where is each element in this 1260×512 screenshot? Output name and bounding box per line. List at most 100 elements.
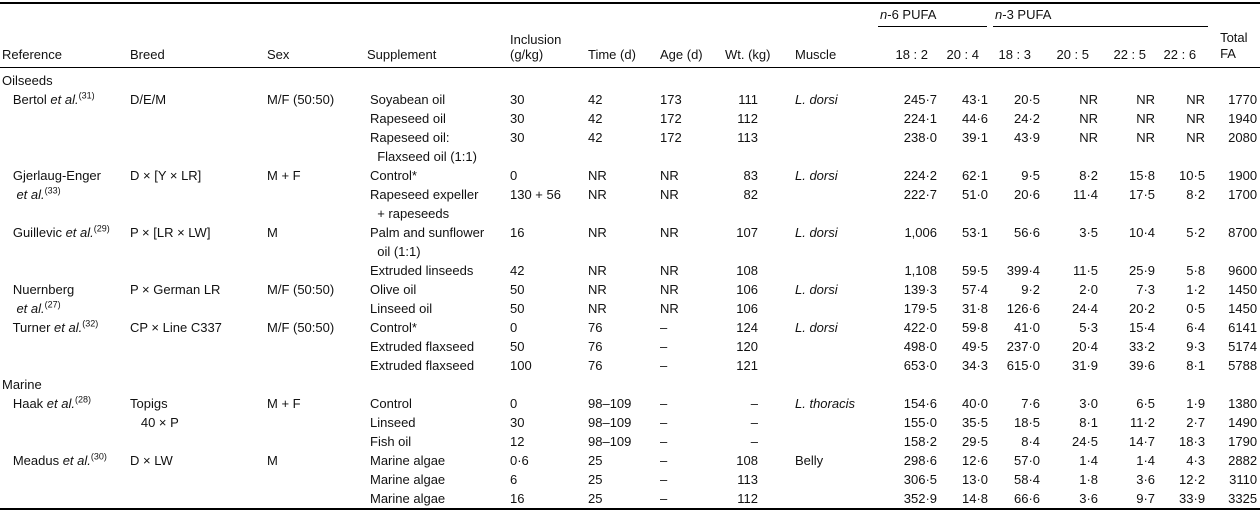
cell-20-5: 8·1	[1079, 414, 1099, 430]
table-row: Rapeseed oil: 30 42 172 113 238·0 39·1 43·9 NR NR…	[0, 128, 1260, 147]
cell-total-fa: 9600	[1228, 262, 1258, 278]
cell-20-5: 11·5	[1072, 262, 1099, 278]
cell-age	[660, 204, 722, 223]
cell-age: NR	[660, 262, 679, 278]
cell-supplement: Marine algae	[370, 452, 446, 468]
cell-time: 98–109	[588, 433, 632, 449]
cell-muscle: L. dorsi	[795, 167, 838, 183]
cell-20-4: 53·1	[961, 224, 989, 240]
cell-reference	[0, 356, 130, 375]
cell-breed	[130, 261, 267, 280]
cell-sex: M	[267, 452, 278, 468]
cell-18-3: 18·5	[1013, 414, 1041, 430]
cell-inclusion: 100	[510, 357, 532, 373]
cell-20-4: 51·0	[961, 186, 989, 202]
cell-20-5: 8·2	[1079, 167, 1099, 183]
cell-supplement: Control*	[370, 319, 417, 335]
cell-reference	[0, 432, 130, 451]
cell-18-2	[878, 67, 940, 90]
cell-supplement	[367, 67, 510, 90]
cell-total-fa: 1900	[1228, 167, 1258, 183]
cell-22-5: 20·2	[1128, 300, 1156, 316]
cell-20-5	[1043, 67, 1101, 90]
cell-18-3: 20·5	[1013, 91, 1041, 107]
cell-breed: Topigs	[130, 395, 168, 411]
cell-time	[588, 147, 660, 166]
cell-18-3: 126·6	[1006, 300, 1041, 316]
cell-22-6: NR	[1186, 110, 1206, 126]
cell-muscle: L. dorsi	[795, 224, 838, 240]
cell-22-5: 25·9	[1128, 262, 1156, 278]
cell-20-5	[1043, 242, 1101, 261]
cell-muscle: L. dorsi	[795, 91, 838, 107]
cell-sex	[267, 489, 367, 509]
table-row: et al.(27) Linseed oil 50 NR NR 106 179·5 31·8 1…	[0, 299, 1260, 318]
cell-wt: 83	[743, 167, 758, 183]
cell-22-5: 9·7	[1136, 490, 1156, 506]
cell-total-fa: 2080	[1228, 129, 1258, 145]
cell-18-2: 306·5	[903, 471, 937, 487]
cell-supplement: + rapeseeds	[370, 205, 450, 221]
cell-time: 76	[588, 338, 603, 354]
cell-18-2: 498·0	[903, 338, 937, 354]
cell-sex	[267, 147, 367, 166]
cell-18-2: 155·0	[903, 414, 937, 430]
cell-22-6: 33·9	[1179, 490, 1206, 506]
cell-reference: et al.(27)	[16, 299, 61, 316]
cell-sex: M/F (50:50)	[267, 91, 335, 107]
table-row: Extruded linseeds 42 NR NR 108 1,108 59·5 399·4…	[0, 261, 1260, 280]
cell-sex: M + F	[267, 167, 301, 183]
col-header-breed: Breed	[130, 3, 267, 68]
cell-age: –	[660, 433, 668, 449]
cell-18-3: 57·0	[1013, 452, 1041, 468]
cell-18-2	[878, 375, 940, 394]
cell-18-3	[991, 67, 1043, 90]
cell-wt: 112	[737, 110, 758, 126]
cell-18-3: 66·6	[1013, 490, 1041, 506]
cell-wt: 107	[736, 224, 758, 240]
cell-time: 76	[588, 319, 603, 335]
cell-sex	[267, 242, 367, 261]
cell-inclusion: 0	[510, 319, 518, 335]
cell-22-6: 4·3	[1186, 452, 1206, 468]
cell-18-3: 41·0	[1013, 319, 1041, 335]
cell-total-fa: 1490	[1228, 414, 1258, 430]
cell-20-4	[940, 242, 991, 261]
col-header-inclusion: Inclusion (g/kg)	[510, 3, 588, 68]
cell-total-fa	[1208, 147, 1260, 166]
cell-total-fa: 1940	[1228, 110, 1258, 126]
cell-muscle: L. dorsi	[795, 319, 838, 335]
cell-20-4	[940, 147, 991, 166]
group-header-n3-label: n-3 PUFA	[993, 7, 1209, 27]
cell-breed	[130, 356, 267, 375]
cell-age	[660, 375, 722, 394]
cell-age: –	[660, 395, 668, 411]
cell-muscle	[778, 413, 878, 432]
cell-time: NR	[588, 262, 607, 278]
cell-reference	[0, 470, 130, 489]
cell-total-fa: 1700	[1228, 186, 1258, 202]
cell-18-3: 8·4	[1021, 433, 1041, 449]
cell-22-6: 10·5	[1179, 167, 1206, 183]
cell-breed	[130, 432, 267, 451]
col-header-22-6: 22 : 6	[1158, 37, 1209, 68]
cell-time: NR	[588, 224, 607, 240]
cell-22-6: 5·2	[1186, 224, 1206, 240]
cell-18-2: 653·0	[903, 357, 937, 373]
cell-18-3: 9·5	[1021, 167, 1041, 183]
cell-22-6: 1·2	[1186, 281, 1206, 297]
cell-20-5: NR	[1079, 110, 1099, 126]
table-row: Bertol et al.(31) D/E/M M/F (50:50) Soyabea…	[0, 90, 1260, 109]
table-row: Nuernberg P × German LR M/F (50:50) Olive o…	[0, 280, 1260, 299]
cell-inclusion: 12	[510, 433, 525, 449]
col-header-18-2: 18 : 2	[878, 37, 940, 68]
cell-reference	[0, 109, 130, 128]
cell-22-5: 17·5	[1128, 186, 1156, 202]
section-row: Oilseeds	[0, 67, 1260, 90]
cell-20-4: 13·0	[961, 471, 989, 487]
cell-reference	[0, 147, 130, 166]
cell-20-4: 34·3	[961, 357, 989, 373]
cell-breed	[130, 67, 267, 90]
cell-total-fa: 1450	[1228, 300, 1258, 316]
cell-inclusion: 130 + 56	[510, 186, 561, 202]
